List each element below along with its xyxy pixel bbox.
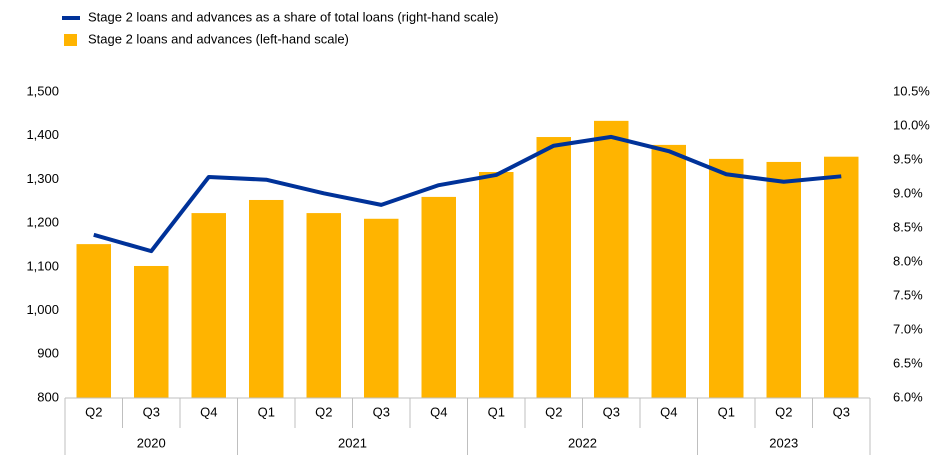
y2-tick-label: 7.0% — [893, 321, 923, 336]
x-tick-label: Q2 — [85, 404, 102, 419]
x-tick-label: Q2 — [315, 404, 332, 419]
y-tick-label: 800 — [37, 389, 59, 404]
y2-tick-label: 9.5% — [893, 151, 923, 166]
x-tick-label: Q4 — [660, 404, 677, 419]
bar — [766, 161, 801, 398]
y-tick-label: 1,500 — [26, 83, 59, 98]
x-group-label: 2021 — [338, 435, 367, 450]
bar — [651, 144, 686, 398]
x-tick-label: Q4 — [200, 404, 217, 419]
y2-tick-label: 8.0% — [893, 253, 923, 268]
bar — [76, 244, 111, 398]
x-tick-label: Q2 — [545, 404, 562, 419]
y2-tick-label: 10.5% — [893, 83, 930, 98]
bar — [536, 137, 571, 399]
y2-tick-label: 9.0% — [893, 185, 923, 200]
y2-tick-label: 10.0% — [893, 117, 930, 132]
legend-swatch — [64, 34, 77, 46]
y-tick-label: 1,300 — [26, 171, 59, 186]
y-tick-label: 1,200 — [26, 215, 59, 230]
y-tick-label: 1,000 — [26, 302, 59, 317]
bar — [421, 196, 456, 398]
y2-tick-label: 8.5% — [893, 219, 923, 234]
y2-tick-label: 6.5% — [893, 355, 923, 370]
bar — [824, 156, 859, 398]
y-tick-label: 1,400 — [26, 127, 59, 142]
legend-label: Stage 2 loans and advances as a share of… — [88, 9, 498, 24]
line — [93, 134, 842, 254]
x-tick-label: Q3 — [373, 404, 390, 419]
x-tick-label: Q3 — [833, 404, 850, 419]
y-tick-label: 900 — [37, 346, 59, 361]
legend-label: Stage 2 loans and advances (left-hand sc… — [88, 31, 349, 46]
bar — [306, 213, 341, 398]
bar — [134, 265, 169, 398]
x-group-label: 2023 — [769, 435, 798, 450]
x-tick-label: Q2 — [775, 404, 792, 419]
x-tick-label: Q4 — [430, 404, 447, 419]
x-tick-label: Q1 — [718, 404, 735, 419]
bar — [364, 218, 399, 398]
x-tick-label: Q1 — [488, 404, 505, 419]
bar — [594, 120, 629, 398]
y2-tick-label: 6.0% — [893, 389, 923, 404]
x-tick-label: Q3 — [143, 404, 160, 419]
x-group-label: 2022 — [568, 435, 597, 450]
bar — [249, 199, 284, 398]
y-tick-label: 1,100 — [26, 258, 59, 273]
bar — [709, 158, 744, 398]
x-tick-label: Q3 — [603, 404, 620, 419]
x-group-label: 2020 — [137, 435, 166, 450]
bar — [479, 171, 514, 398]
x-tick-label: Q1 — [258, 404, 275, 419]
bar — [191, 213, 226, 398]
y2-tick-label: 7.5% — [893, 287, 923, 302]
